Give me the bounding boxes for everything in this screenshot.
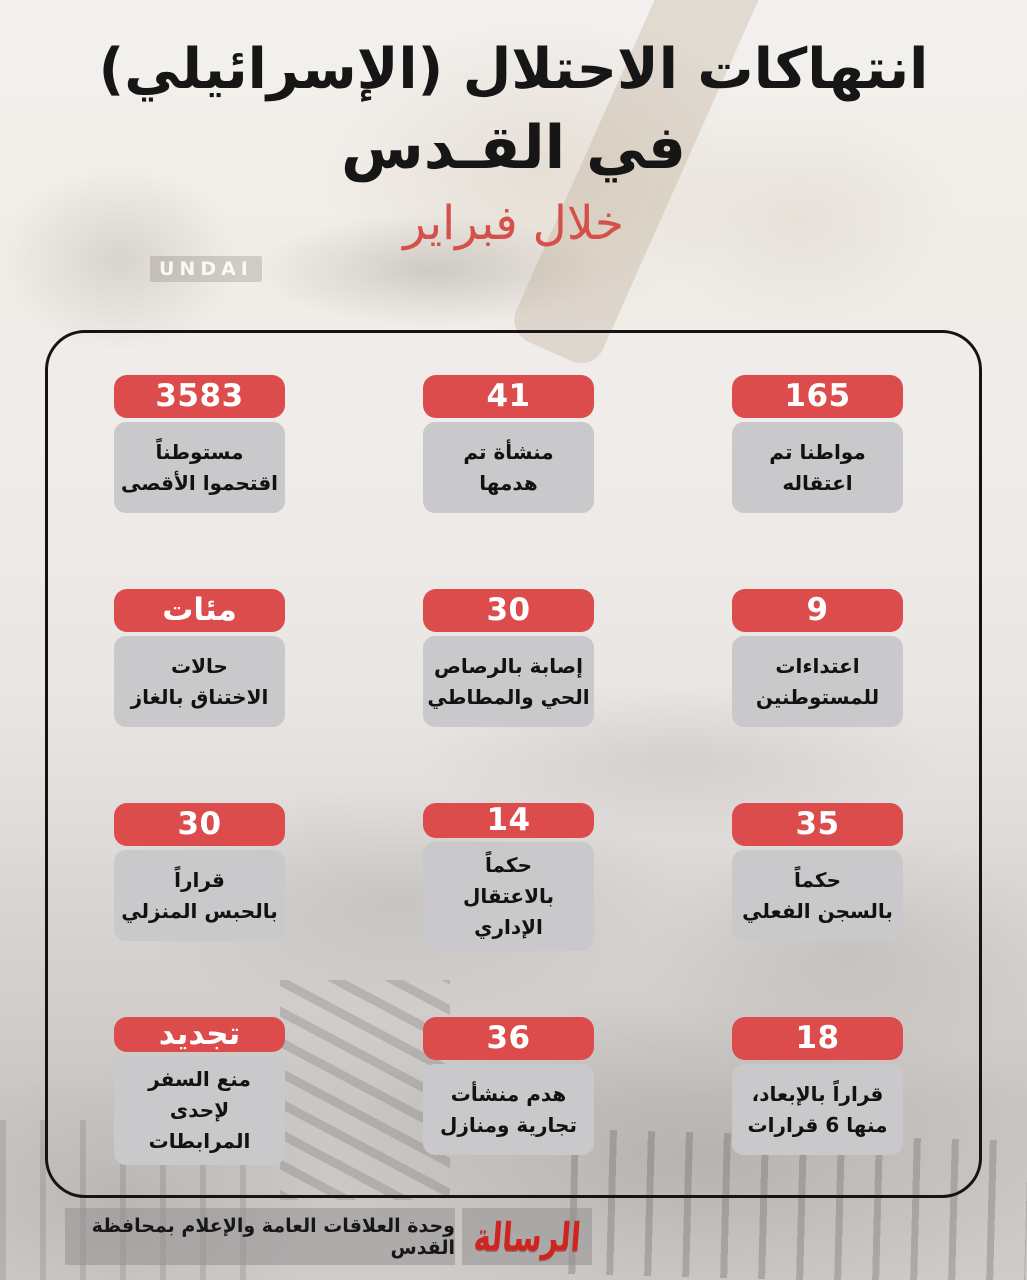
stat-label: حالات الاختناق بالغاز: [114, 636, 285, 727]
stat-card: تجديد منع السفر لإحدى المرابطات: [114, 1017, 285, 1165]
stat-label: حكماً بالسجن الفعلي: [732, 850, 903, 941]
stat-value-badge: 14: [423, 803, 594, 838]
title-block: انتهاكات الاحتلال (الإسرائيلي) في القـدس…: [0, 37, 1027, 252]
stat-card: 18 قراراً بالإبعاد، منها 6 قرارات: [732, 1017, 903, 1165]
footer-credit-bar: وحدة العلاقات العامة والإعلام بمحافظة ال…: [65, 1208, 455, 1265]
stats-grid: 165 مواطنا تم اعتقاله 41 منشأة تم هدمها …: [48, 333, 979, 1195]
page-subtitle: خلال فبراير: [403, 196, 624, 252]
stat-value-badge: 41: [423, 375, 594, 418]
stat-value-badge: 35: [732, 803, 903, 846]
stat-card: 36 هدم منشأت تجارية ومنازل: [423, 1017, 594, 1165]
page-title-line2: في القـدس: [340, 113, 687, 184]
stat-label: اعتداءات للمستوطنين: [732, 636, 903, 727]
stat-label: مواطنا تم اعتقاله: [732, 422, 903, 513]
stat-card: 35 حكماً بالسجن الفعلي: [732, 803, 903, 951]
stat-card: 3583 مستوطناً اقتحموا الأقصى: [114, 375, 285, 523]
stats-panel: 165 مواطنا تم اعتقاله 41 منشأة تم هدمها …: [45, 330, 982, 1198]
alresalah-logo: الرسالة: [471, 1213, 583, 1260]
stat-label: مستوطناً اقتحموا الأقصى: [114, 422, 285, 513]
stat-value-badge: 18: [732, 1017, 903, 1060]
stat-label: منشأة تم هدمها: [423, 422, 594, 513]
stat-label: قراراً بالإبعاد، منها 6 قرارات: [732, 1064, 903, 1155]
stat-value-badge: 36: [423, 1017, 594, 1060]
stat-value-badge: مئات: [114, 589, 285, 632]
stat-label: قراراً بالحبس المنزلي: [114, 850, 285, 941]
stat-card: 165 مواطنا تم اعتقاله: [732, 375, 903, 523]
page-title-line1: انتهاكات الاحتلال (الإسرائيلي): [98, 37, 929, 102]
stat-label: إصابة بالرصاص الحي والمطاطي: [423, 636, 594, 727]
stat-card: 41 منشأة تم هدمها: [423, 375, 594, 523]
stat-value-badge: تجديد: [114, 1017, 285, 1052]
stat-card: 14 حكماً بالاعتقال الإداري: [423, 803, 594, 951]
stat-card: مئات حالات الاختناق بالغاز: [114, 589, 285, 737]
stat-value-badge: 30: [114, 803, 285, 846]
stat-label: هدم منشأت تجارية ومنازل: [423, 1064, 594, 1155]
stat-label: منع السفر لإحدى المرابطات: [114, 1056, 285, 1165]
stat-value-badge: 9: [732, 589, 903, 632]
footer-logo-box: الرسالة: [462, 1208, 592, 1265]
stat-card: 30 قراراً بالحبس المنزلي: [114, 803, 285, 951]
background-ladder-shape: [280, 980, 450, 1200]
stat-label: حكماً بالاعتقال الإداري: [423, 842, 594, 951]
stat-value-badge: 30: [423, 589, 594, 632]
stat-card: 9 اعتداءات للمستوطنين: [732, 589, 903, 737]
stat-card: 30 إصابة بالرصاص الحي والمطاطي: [423, 589, 594, 737]
stat-value-badge: 3583: [114, 375, 285, 418]
excavator-brand-text: UNDAI: [150, 256, 262, 282]
stat-value-badge: 165: [732, 375, 903, 418]
